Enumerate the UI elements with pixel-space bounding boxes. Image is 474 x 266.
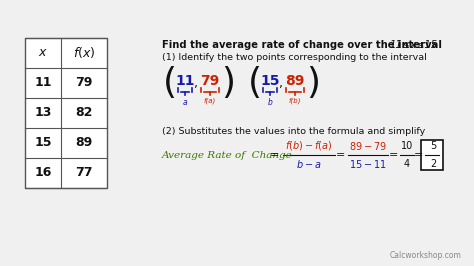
Text: (: ( bbox=[163, 66, 177, 100]
Text: 15: 15 bbox=[260, 74, 280, 88]
Text: 5: 5 bbox=[430, 141, 436, 151]
Text: f(b): f(b) bbox=[289, 98, 301, 105]
Text: ): ) bbox=[221, 66, 235, 100]
Text: =: = bbox=[337, 150, 346, 160]
Text: 89: 89 bbox=[75, 136, 92, 149]
Text: b: b bbox=[267, 98, 273, 107]
Text: =: = bbox=[389, 150, 399, 160]
Text: $89-79$: $89-79$ bbox=[349, 140, 387, 152]
Text: (: ( bbox=[248, 66, 262, 100]
Text: Find the average rate of change over the interval: Find the average rate of change over the… bbox=[162, 40, 446, 50]
Text: $x$: $x$ bbox=[38, 47, 48, 60]
Text: a: a bbox=[182, 98, 187, 107]
Text: 79: 79 bbox=[75, 77, 93, 89]
Text: 11≤x≤15: 11≤x≤15 bbox=[390, 40, 438, 50]
Text: f(a): f(a) bbox=[204, 98, 216, 105]
Text: 15: 15 bbox=[34, 136, 52, 149]
Text: $\mathit{b}-\mathit{a}$: $\mathit{b}-\mathit{a}$ bbox=[296, 158, 322, 170]
Text: 11: 11 bbox=[175, 74, 195, 88]
Text: 4: 4 bbox=[404, 159, 410, 169]
Bar bbox=[25, 38, 107, 188]
Text: $15-11$: $15-11$ bbox=[349, 158, 387, 170]
Text: 77: 77 bbox=[75, 167, 93, 180]
Text: 16: 16 bbox=[34, 167, 52, 180]
Text: $\mathit{f}(b)-\mathit{f}(a)$: $\mathit{f}(b)-\mathit{f}(a)$ bbox=[285, 139, 333, 152]
Text: 2: 2 bbox=[430, 159, 436, 169]
Text: =: = bbox=[414, 150, 424, 160]
Text: 89: 89 bbox=[285, 74, 305, 88]
Text: (2) Substitutes the values into the formula and simplify: (2) Substitutes the values into the form… bbox=[162, 127, 425, 136]
Text: 79: 79 bbox=[201, 74, 219, 88]
Text: ,: , bbox=[194, 77, 198, 89]
Text: ,: , bbox=[279, 77, 283, 89]
Text: 13: 13 bbox=[34, 106, 52, 119]
Text: (1) Identify the two points corresponding to the interval: (1) Identify the two points correspondin… bbox=[162, 53, 427, 63]
Text: 11: 11 bbox=[34, 77, 52, 89]
Text: Calcworkshop.com: Calcworkshop.com bbox=[390, 251, 462, 260]
Text: $f(x)$: $f(x)$ bbox=[73, 45, 95, 60]
Bar bbox=[421, 140, 443, 170]
Text: 82: 82 bbox=[75, 106, 93, 119]
Text: =: = bbox=[270, 150, 280, 160]
Text: 10: 10 bbox=[401, 141, 413, 151]
Text: Average Rate of  Change: Average Rate of Change bbox=[162, 151, 293, 160]
Text: ): ) bbox=[306, 66, 320, 100]
